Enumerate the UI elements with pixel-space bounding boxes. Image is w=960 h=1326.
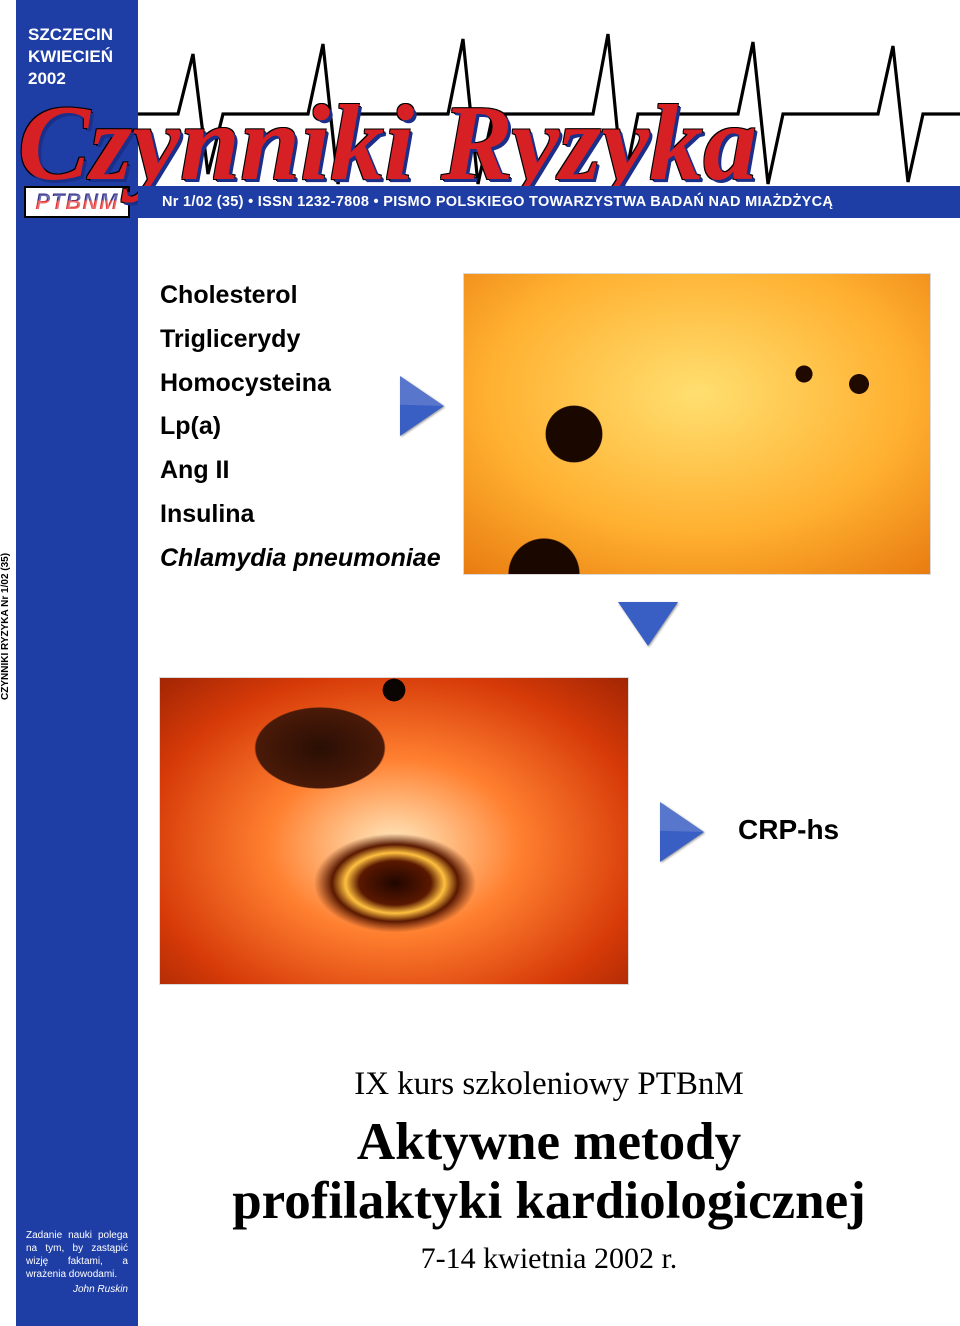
risk-item: Triglicerydy (160, 318, 441, 362)
risk-item: Chlamydia pneumoniae (160, 537, 441, 581)
arrow-down-icon (618, 602, 678, 646)
issue-info-text: Nr 1/02 (35) • ISSN 1232-7808 • PISMO PO… (162, 194, 833, 210)
divider-dots: . . . . . . . . . . . . . . . . . . . . … (150, 1030, 946, 1040)
issue-month: KWIECIEŃ (28, 46, 113, 68)
course-subtitle: IX kurs szkoleniowy PTBnM (138, 1066, 960, 1103)
risk-item: Lp(a) (160, 405, 441, 449)
risk-item: Ang II (160, 449, 441, 493)
quote-author: John Ruskin (26, 1283, 128, 1296)
issue-dateblock: SZCZECIN KWIECIEŃ 2002 (28, 24, 113, 90)
quote-text: Zadanie nauki polega na tym, by zastąpić… (26, 1230, 128, 1280)
risk-item: Homocysteina (160, 362, 441, 406)
spine-label: CZYNNIKI RYZYKA Nr 1/02 (35) (0, 684, 11, 700)
issue-city: SZCZECIN (28, 24, 113, 46)
risk-item: Cholesterol (160, 274, 441, 318)
course-dates: 7-14 kwietnia 2002 r. (138, 1242, 960, 1276)
course-title-line: profilaktyki kardiologicznej (232, 1172, 866, 1230)
microscopy-image-bottom (160, 678, 628, 984)
arrow-right-icon (660, 802, 704, 862)
cover-content: Cholesterol Triglicerydy Homocysteina Lp… (138, 218, 960, 1326)
microscopy-image-top (464, 274, 930, 574)
sidebar-quote: Zadanie nauki polega na tym, by zastąpić… (26, 1229, 128, 1296)
course-title: Aktywne metody profilaktyki kardiologicz… (138, 1113, 960, 1232)
risk-item: Insulina (160, 493, 441, 537)
course-title-line: Aktywne metody (357, 1113, 741, 1171)
arrow-right-icon (400, 376, 444, 436)
crp-label: CRP-hs (738, 814, 839, 846)
risk-factor-list: Cholesterol Triglicerydy Homocysteina Lp… (160, 274, 441, 580)
issue-info-bar: Nr 1/02 (35) • ISSN 1232-7808 • PISMO PO… (138, 186, 960, 218)
course-announcement: IX kurs szkoleniowy PTBnM Aktywne metody… (138, 1066, 960, 1276)
